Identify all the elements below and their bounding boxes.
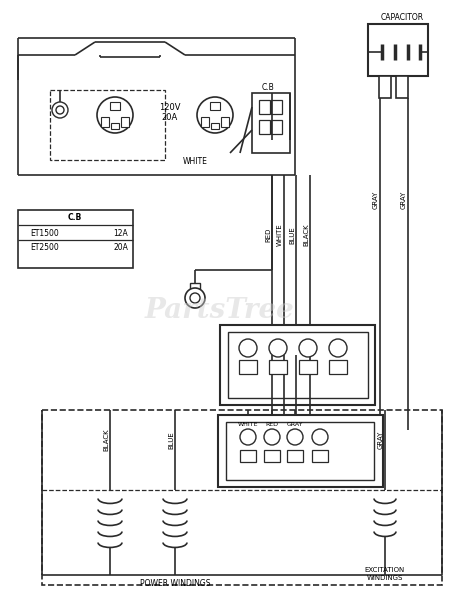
Text: 20A: 20A — [162, 113, 178, 122]
Bar — [239, 360, 257, 374]
Text: ET1500: ET1500 — [30, 229, 59, 238]
Text: 12A: 12A — [113, 229, 128, 238]
Bar — [287, 450, 303, 462]
Bar — [329, 360, 347, 374]
Text: GRAY: GRAY — [401, 191, 407, 209]
Bar — [259, 120, 270, 134]
Circle shape — [190, 293, 200, 303]
Text: WINDINGS: WINDINGS — [367, 575, 403, 581]
Text: WHITE: WHITE — [182, 157, 208, 166]
Bar — [368, 24, 428, 76]
Bar — [190, 283, 200, 289]
Bar — [110, 102, 120, 110]
Text: BLACK: BLACK — [303, 224, 309, 246]
Circle shape — [264, 429, 280, 445]
Bar — [228, 332, 368, 398]
Circle shape — [329, 339, 347, 357]
Bar — [210, 102, 220, 110]
Text: BLUE: BLUE — [168, 431, 174, 449]
Bar — [42, 410, 442, 585]
Bar — [121, 117, 129, 127]
Circle shape — [312, 429, 328, 445]
Text: RED: RED — [265, 423, 279, 428]
Text: WHITE: WHITE — [238, 423, 258, 428]
Bar — [396, 76, 408, 98]
Bar — [299, 360, 317, 374]
Text: GRAY: GRAY — [378, 431, 384, 449]
Text: RED: RED — [265, 228, 271, 242]
Bar — [379, 76, 391, 98]
Text: POWER WINDINGS: POWER WINDINGS — [140, 578, 210, 587]
Bar — [101, 117, 109, 127]
Bar — [312, 450, 328, 462]
Circle shape — [97, 97, 133, 133]
Bar — [226, 422, 374, 480]
Text: C.B: C.B — [262, 83, 274, 92]
Bar — [111, 123, 119, 129]
Text: 20A: 20A — [113, 244, 128, 253]
Bar — [271, 120, 282, 134]
Text: EXCITATION: EXCITATION — [365, 567, 405, 573]
Text: GRAY: GRAY — [287, 423, 303, 428]
Bar — [50, 90, 165, 160]
Bar — [218, 415, 383, 487]
Text: BLUE: BLUE — [289, 226, 295, 244]
Bar — [259, 100, 270, 114]
Text: GRAY: GRAY — [373, 191, 379, 209]
Text: CAPACITOR: CAPACITOR — [381, 13, 424, 22]
Circle shape — [197, 97, 233, 133]
Text: WHITE: WHITE — [277, 224, 283, 247]
Bar — [201, 117, 209, 127]
Circle shape — [287, 429, 303, 445]
Text: C.B: C.B — [68, 213, 82, 223]
Bar — [271, 100, 282, 114]
Circle shape — [299, 339, 317, 357]
Bar — [18, 210, 133, 268]
Bar — [211, 123, 219, 129]
Circle shape — [56, 106, 64, 114]
Bar — [220, 325, 375, 405]
Bar — [252, 93, 290, 153]
Text: PartsTree: PartsTree — [145, 297, 295, 323]
Bar — [264, 450, 280, 462]
Bar — [269, 360, 287, 374]
Circle shape — [52, 102, 68, 118]
Circle shape — [185, 288, 205, 308]
Bar — [240, 450, 256, 462]
Bar — [221, 117, 229, 127]
Text: ET2500: ET2500 — [30, 244, 59, 253]
Text: BLACK: BLACK — [103, 429, 109, 451]
Text: 120V: 120V — [159, 104, 181, 113]
Circle shape — [239, 339, 257, 357]
Circle shape — [269, 339, 287, 357]
Circle shape — [240, 429, 256, 445]
